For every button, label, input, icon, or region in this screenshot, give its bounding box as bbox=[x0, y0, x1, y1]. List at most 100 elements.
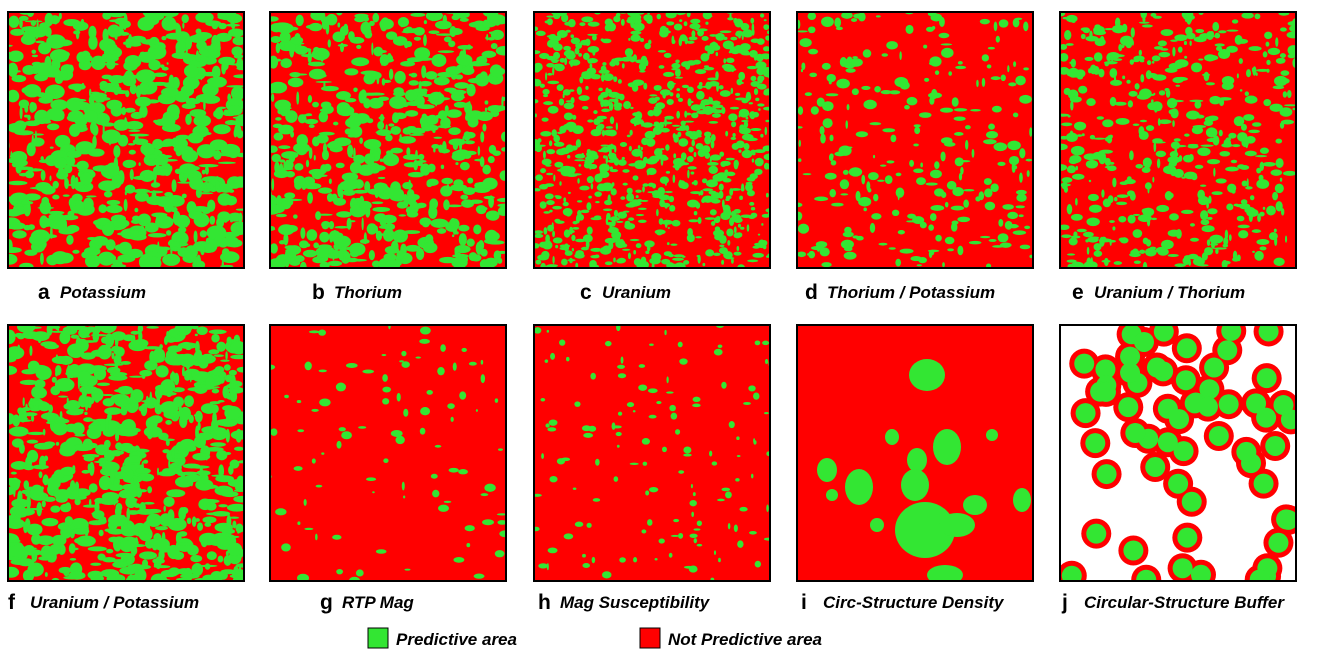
predictive-blob bbox=[808, 49, 818, 55]
predictive-blob bbox=[896, 188, 905, 198]
predictive-blob bbox=[294, 176, 306, 187]
predictive-blob bbox=[581, 210, 590, 213]
predictive-blob bbox=[1189, 100, 1203, 102]
predictive-blob bbox=[1248, 46, 1261, 51]
predictive-blob bbox=[342, 189, 355, 195]
predictive-blob bbox=[1093, 30, 1106, 35]
predictive-blob bbox=[1183, 155, 1194, 163]
predictive-blob bbox=[877, 180, 885, 182]
predictive-blob bbox=[885, 429, 899, 445]
predictive-blob bbox=[233, 496, 249, 503]
buffer-core bbox=[1147, 358, 1167, 378]
predictive-blob bbox=[303, 183, 321, 189]
predictive-blob bbox=[466, 543, 470, 547]
predictive-blob bbox=[128, 340, 147, 351]
predictive-blob bbox=[666, 391, 674, 393]
predictive-blob bbox=[1150, 247, 1157, 250]
predictive-blob bbox=[497, 258, 502, 264]
predictive-blob bbox=[194, 230, 198, 242]
predictive-blob bbox=[541, 54, 549, 57]
predictive-blob bbox=[473, 224, 481, 234]
predictive-blob bbox=[180, 507, 188, 514]
predictive-blob bbox=[184, 395, 194, 407]
predictive-blob bbox=[662, 447, 667, 453]
predictive-blob bbox=[987, 64, 992, 68]
predictive-blob bbox=[1133, 123, 1140, 126]
predictive-blob bbox=[620, 196, 625, 200]
predictive-blob bbox=[481, 493, 489, 496]
predictive-blob bbox=[269, 205, 285, 214]
predictive-blob bbox=[1142, 208, 1154, 217]
predictive-blob bbox=[1139, 250, 1145, 254]
predictive-blob bbox=[278, 145, 290, 149]
predictive-blob bbox=[121, 107, 126, 115]
predictive-blob bbox=[47, 412, 49, 424]
map-panel bbox=[792, 10, 1033, 268]
predictive-blob bbox=[407, 193, 417, 205]
predictive-blob bbox=[1016, 190, 1027, 195]
predictive-blob bbox=[104, 363, 124, 366]
predictive-blob bbox=[991, 76, 1001, 80]
predictive-blob bbox=[628, 217, 634, 221]
predictive-blob bbox=[615, 61, 619, 66]
predictive-blob bbox=[612, 425, 622, 428]
predictive-blob bbox=[372, 207, 390, 212]
predictive-blob bbox=[630, 20, 634, 28]
predictive-blob bbox=[1280, 27, 1287, 31]
predictive-blob bbox=[595, 254, 599, 256]
predictive-blob bbox=[829, 189, 836, 197]
predictive-blob bbox=[714, 349, 723, 356]
predictive-blob bbox=[739, 196, 743, 200]
predictive-blob bbox=[547, 225, 554, 232]
predictive-blob bbox=[1252, 251, 1255, 253]
predictive-blob bbox=[664, 330, 666, 335]
buffer-core bbox=[1246, 393, 1266, 413]
predictive-blob bbox=[625, 221, 630, 227]
predictive-blob bbox=[146, 509, 161, 513]
predictive-blob bbox=[124, 199, 128, 211]
predictive-blob bbox=[723, 251, 733, 259]
predictive-blob bbox=[338, 249, 344, 260]
predictive-blob bbox=[1184, 172, 1197, 180]
predictive-blob bbox=[621, 356, 624, 363]
predictive-blob bbox=[545, 193, 554, 199]
predictive-blob bbox=[225, 24, 240, 27]
predictive-blob bbox=[1226, 204, 1233, 211]
predictive-blob bbox=[218, 162, 236, 164]
panel-letter: g bbox=[320, 591, 333, 614]
predictive-blob bbox=[82, 340, 96, 343]
predictive-blob bbox=[1086, 98, 1096, 106]
predictive-blob bbox=[427, 99, 444, 101]
predictive-blob bbox=[734, 252, 742, 256]
predictive-blob bbox=[636, 243, 642, 248]
predictive-blob bbox=[234, 447, 244, 451]
predictive-blob bbox=[58, 167, 65, 176]
predictive-blob bbox=[474, 182, 492, 189]
predictive-blob bbox=[834, 18, 841, 28]
predictive-blob bbox=[579, 22, 585, 26]
buffer-core bbox=[1221, 321, 1241, 341]
predictive-blob bbox=[713, 101, 719, 107]
predictive-blob bbox=[188, 132, 204, 143]
predictive-blob bbox=[161, 116, 176, 128]
predictive-blob bbox=[2, 366, 17, 375]
predictive-blob bbox=[666, 376, 668, 383]
panel-letter: j bbox=[1061, 591, 1068, 614]
predictive-blob bbox=[215, 486, 233, 496]
predictive-blob bbox=[360, 201, 372, 210]
predictive-blob bbox=[589, 64, 592, 68]
predictive-blob bbox=[403, 409, 408, 417]
predictive-blob bbox=[311, 409, 318, 412]
predictive-blob bbox=[588, 22, 600, 27]
predictive-blob bbox=[316, 485, 323, 488]
predictive-blob bbox=[205, 46, 220, 52]
predictive-blob bbox=[425, 234, 433, 243]
predictive-blob bbox=[564, 112, 573, 120]
predictive-blob bbox=[728, 523, 731, 529]
predictive-blob bbox=[870, 518, 884, 532]
predictive-blob bbox=[216, 217, 224, 228]
predictive-blob bbox=[52, 356, 70, 364]
predictive-blob bbox=[195, 334, 198, 337]
predictive-blob bbox=[545, 165, 551, 167]
predictive-blob bbox=[1195, 165, 1203, 169]
